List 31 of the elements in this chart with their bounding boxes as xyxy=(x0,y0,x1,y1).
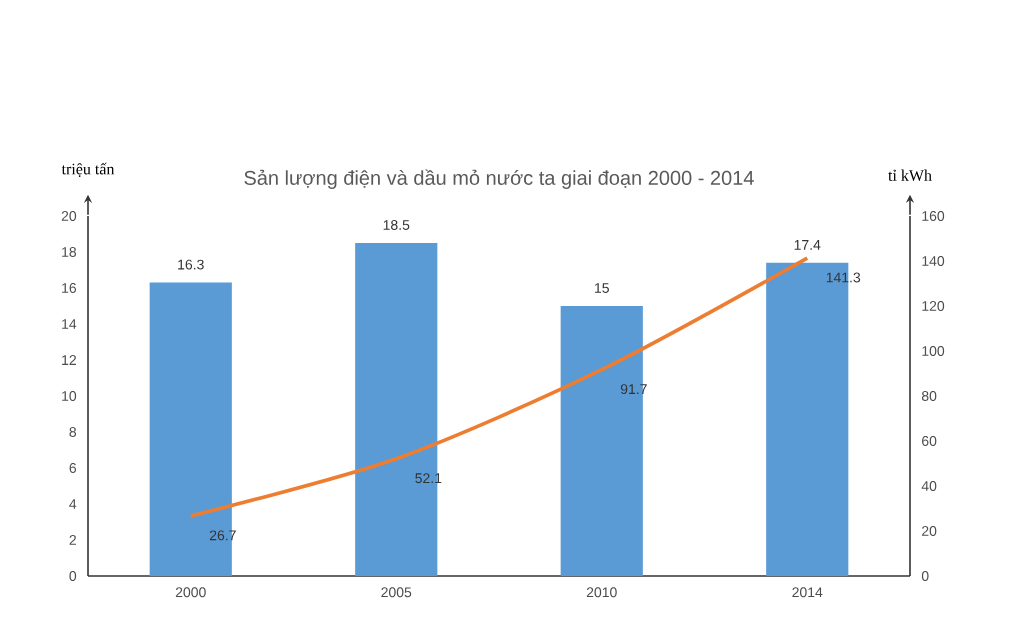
y2-axis-title: tỉ kWh xyxy=(888,169,932,181)
x-tick-label: 2000 xyxy=(175,587,206,598)
y-tick-label: 0 xyxy=(69,571,77,581)
y2-tick-label: 100 xyxy=(922,346,945,356)
data-label: 17.4 xyxy=(794,240,821,250)
data-label: 15 xyxy=(595,283,609,293)
y2-tick-label: 160 xyxy=(922,211,945,221)
chart-title: Sản lượng điện và dầu mỏ nước ta giai đoạn 2000 - 2014 xyxy=(244,169,754,189)
x-tick-label: 2010 xyxy=(586,587,617,598)
y-tick-label: 6 xyxy=(69,463,77,473)
y-tick-label: 12 xyxy=(62,355,76,365)
y2-tick-label: 0 xyxy=(921,571,929,581)
y-tick-label: 14 xyxy=(62,319,77,329)
y-tick-label: 2 xyxy=(69,535,76,545)
y-tick-label: 4 xyxy=(69,499,77,509)
y2-tick-label: 80 xyxy=(921,391,937,401)
y-axis-title: triệu tấn xyxy=(61,162,115,177)
y-tick-label: 16 xyxy=(62,283,77,293)
y2-tick-label: 40 xyxy=(921,481,937,491)
x-tick-label: 2005 xyxy=(381,587,412,598)
y2-tick-label: 60 xyxy=(922,436,937,446)
y-tick-label: 10 xyxy=(62,391,77,401)
data-label: 16.3 xyxy=(178,259,204,270)
y-tick-label: 8 xyxy=(69,427,77,437)
y2-tick-label: 20 xyxy=(922,526,937,536)
y2-tick-label: 120 xyxy=(922,301,945,311)
y-tick-label: 20 xyxy=(61,211,77,221)
y-tick-label: 18 xyxy=(62,247,77,257)
y2-tick-label: 140 xyxy=(922,256,945,266)
data-label: 18.5 xyxy=(383,220,410,230)
x-tick-label: 2014 xyxy=(792,587,823,598)
